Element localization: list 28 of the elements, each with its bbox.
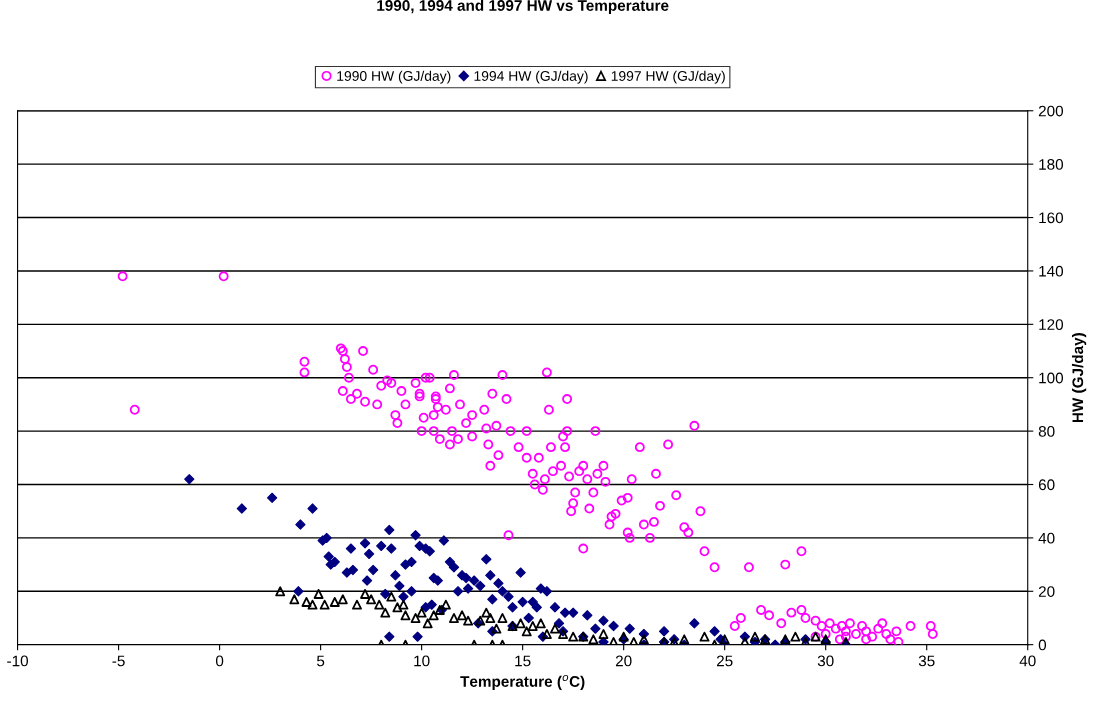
x-tick-label: -10 <box>7 655 29 667</box>
y-tick-label: 160 <box>1039 212 1064 224</box>
y-tick-label: 80 <box>1038 425 1055 437</box>
x-tick-label: 10 <box>414 655 430 667</box>
x-tick-label: 35 <box>918 655 935 667</box>
y-tick-label: 100 <box>1039 372 1064 384</box>
y-tick-label: 180 <box>1039 159 1064 170</box>
x-tick-label: 20 <box>615 655 632 667</box>
legend-label: 1994 HW (GJ/day) <box>474 70 588 84</box>
x-tick-label: 30 <box>817 655 834 667</box>
x-tick-label: 40 <box>1019 655 1036 667</box>
chart-title: 1990, 1994 and 1997 HW vs Temperature <box>377 0 669 14</box>
y-tick-label: 140 <box>1039 265 1064 277</box>
y-tick-label: 40 <box>1038 532 1055 544</box>
legend-label: 1990 HW (GJ/day) <box>337 70 451 84</box>
y-tick-label: 200 <box>1038 105 1064 117</box>
x-tick-label: 0 <box>215 655 224 667</box>
y-tick-label: 20 <box>1038 586 1055 597</box>
y-tick-label: 60 <box>1038 479 1055 491</box>
y-axis-title: HW (GJ/day) <box>1071 333 1087 423</box>
x-axis-title: Temperature ($^{o}$C) <box>460 674 585 690</box>
legend-label: 1997 HW (GJ/day) <box>611 70 725 84</box>
x-tick-label: 5 <box>316 655 325 667</box>
x-tick-label: 25 <box>716 655 733 667</box>
y-tick-label: 0 <box>1038 639 1047 651</box>
y-tick-label: 120 <box>1039 319 1064 331</box>
x-tick-label: -5 <box>112 655 125 667</box>
x-tick-label: 15 <box>515 655 531 667</box>
